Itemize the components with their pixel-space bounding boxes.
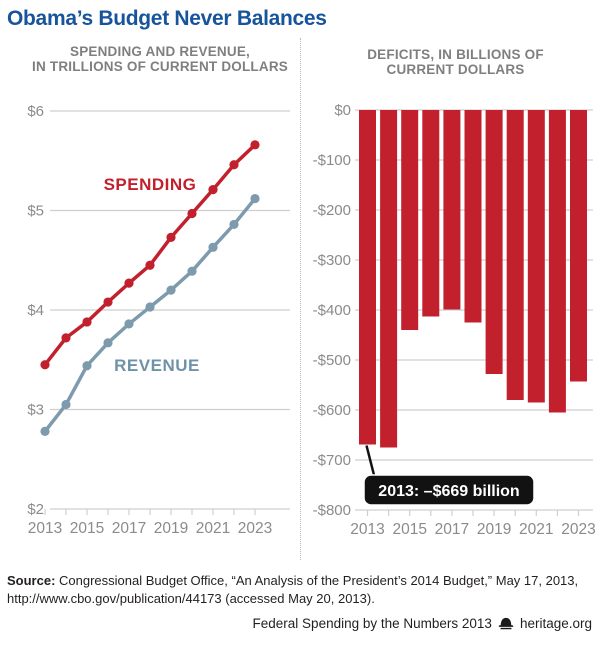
deficit-bar-2019 xyxy=(485,110,503,374)
revenue-point-2016 xyxy=(103,338,113,348)
spending-point-2014 xyxy=(61,333,71,343)
y-axis-tick-label: -$500 xyxy=(313,352,351,369)
x-axis-tick-label: 2019 xyxy=(477,521,511,538)
deficit-bar-2022 xyxy=(548,110,566,413)
revenue-point-2014 xyxy=(61,399,71,410)
deficit-bar-2020 xyxy=(506,110,524,400)
spending-point-2022 xyxy=(229,160,239,170)
x-axis-tick-label: 2013 xyxy=(28,520,62,537)
footer-publication: Federal Spending by the Numbers 2013 xyxy=(252,616,492,631)
deficit-bar-2016 xyxy=(422,110,440,317)
x-axis-tick-label: 2023 xyxy=(238,520,272,537)
spending-point-2015 xyxy=(82,317,92,327)
revenue-point-2018 xyxy=(145,302,155,312)
y-axis-tick-label: $6 xyxy=(27,103,44,120)
revenue-point-2013 xyxy=(40,426,50,436)
left-chart-title: SPENDING AND REVENUE, IN TRILLIONS OF CU… xyxy=(0,38,300,82)
deficit-bar-2013 xyxy=(359,110,376,445)
revenue-point-2021 xyxy=(208,242,218,252)
spending-point-2016 xyxy=(103,297,113,307)
deficit-bar-2017 xyxy=(443,110,461,310)
deficits-bar-chart: $0 -$100 -$200 -$300 -$400 -$500 -$600 -$700 -$8… xyxy=(313,102,596,538)
y-axis-tick-label: $5 xyxy=(27,203,44,220)
left-chart-title-line2: IN TRILLIONS OF CURRENT DOLLARS xyxy=(32,59,288,74)
spending-point-2017 xyxy=(124,278,134,288)
spending-point-2019 xyxy=(166,232,176,242)
x-axis-tick-label: 2017 xyxy=(112,520,146,537)
y-axis-tick-label: $2 xyxy=(27,501,44,518)
y-axis-tick-label: -$700 xyxy=(313,452,351,469)
y-axis-tick-label: -$300 xyxy=(313,252,351,269)
page-title: Obama’s Budget Never Balances xyxy=(7,7,327,30)
footer-site: heritage.org xyxy=(519,616,592,631)
x-axis-tick-label: 2015 xyxy=(392,521,426,538)
y-axis-tick-label: $3 xyxy=(27,402,44,419)
source-text: Congressional Budget Office, “An Analysi… xyxy=(7,573,579,606)
charts-row: SPENDING AND REVENUE, IN TRILLIONS OF CU… xyxy=(0,38,600,560)
right-chart-title-line1: DEFICITS, IN BILLIONS OF xyxy=(367,47,544,62)
callout-text: 2013: –$669 billion xyxy=(378,483,519,500)
right-chart-title: DEFICITS, IN BILLIONS OF CURRENT DOLLARS xyxy=(301,38,600,82)
source-note: Source: Congressional Budget Office, “An… xyxy=(0,560,600,607)
footer: Federal Spending by the Numbers 2013 her… xyxy=(0,616,600,631)
deficits-chart-panel: DEFICITS, IN BILLIONS OF CURRENT DOLLARS… xyxy=(300,38,600,560)
y-axis-tick-label: -$800 xyxy=(313,502,351,519)
deficit-bar-2014 xyxy=(380,110,398,448)
heritage-liberty-bell-icon xyxy=(498,617,514,630)
y-axis-tick-label: -$200 xyxy=(313,202,351,219)
x-axis-tick-label: 2013 xyxy=(350,521,384,538)
x-axis-tick-label: 2019 xyxy=(154,520,188,537)
spending-point-2018 xyxy=(145,260,155,270)
y-axis-tick-label: -$400 xyxy=(313,302,351,319)
callout-box xyxy=(363,474,535,506)
revenue-point-2022 xyxy=(229,219,239,230)
revenue-point-2017 xyxy=(124,319,134,329)
spending-series-label: SPENDING xyxy=(104,175,197,194)
spending-point-2020 xyxy=(187,208,197,219)
deficit-bar-2015 xyxy=(401,110,419,330)
callout-leader-line xyxy=(365,445,376,478)
source-label: Source: xyxy=(7,573,56,588)
y-axis-tick-label: $4 xyxy=(27,302,44,319)
right-chart-title-line2: CURRENT DOLLARS xyxy=(386,62,525,77)
revenue-point-2019 xyxy=(166,285,176,295)
y-axis-tick-label: -$600 xyxy=(313,402,351,419)
x-axis-tick-label: 2021 xyxy=(196,520,230,537)
x-axis-tick-label: 2017 xyxy=(435,521,469,538)
y-axis-tick-label: -$100 xyxy=(313,152,351,169)
spending-revenue-line-chart: $6 $5 $4 $3 $2 2013 2015 2017 2019 2021 2023 SPENDI… xyxy=(27,103,290,537)
y-axis-tick-label: $0 xyxy=(334,102,351,119)
deficit-bar-2021 xyxy=(527,110,545,403)
revenue-line xyxy=(43,196,257,434)
revenue-series-label: REVENUE xyxy=(114,356,200,375)
revenue-point-2015 xyxy=(82,361,92,371)
revenue-point-2023 xyxy=(250,193,260,204)
x-axis-tick-label: 2021 xyxy=(519,521,553,538)
x-axis-tick-label: 2015 xyxy=(70,520,104,537)
deficit-bar-2018 xyxy=(464,110,482,323)
revenue-point-2020 xyxy=(187,266,197,276)
spending-point-2023 xyxy=(250,140,260,150)
deficit-bar-2023 xyxy=(570,110,587,382)
left-chart-title-line1: SPENDING AND REVENUE, xyxy=(70,44,250,59)
spending-revenue-chart-panel: SPENDING AND REVENUE, IN TRILLIONS OF CU… xyxy=(0,38,300,560)
x-axis-tick-label: 2023 xyxy=(561,521,595,538)
spending-point-2013 xyxy=(40,360,50,370)
spending-point-2021 xyxy=(208,185,218,195)
